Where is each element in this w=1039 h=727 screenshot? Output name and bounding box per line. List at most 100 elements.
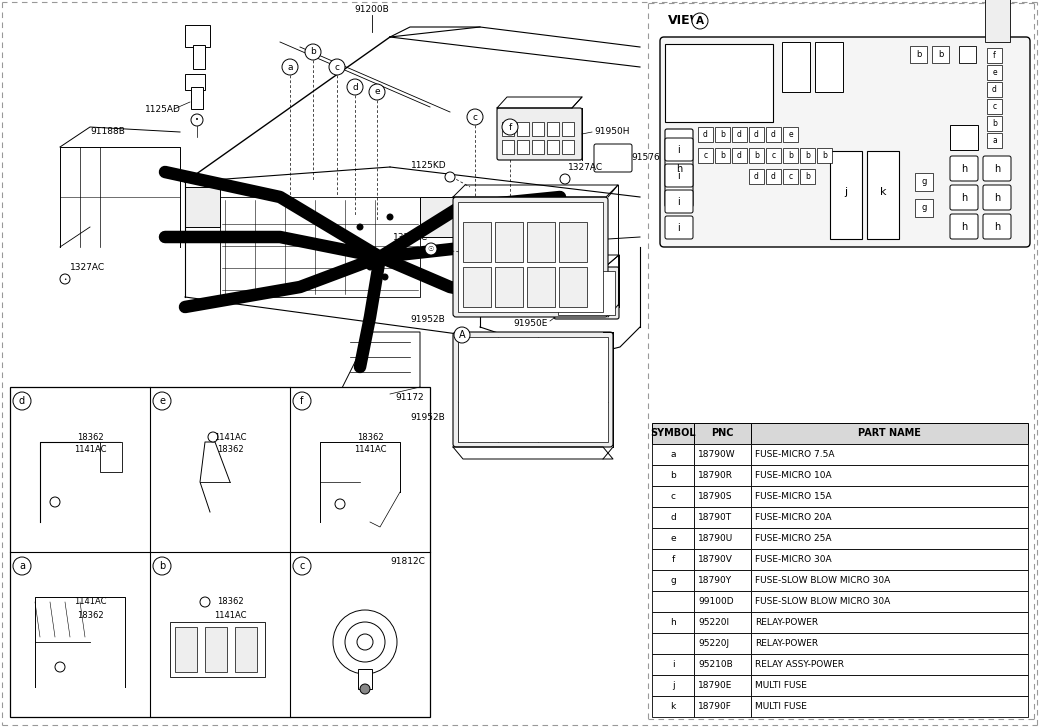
Text: SYMBOL: SYMBOL bbox=[650, 428, 696, 438]
Bar bbox=[694, 465, 751, 486]
Bar bbox=[652, 696, 694, 717]
Bar bbox=[652, 465, 694, 486]
Bar bbox=[532, 140, 544, 154]
Bar bbox=[652, 654, 694, 675]
Bar bbox=[694, 423, 751, 444]
Bar bbox=[910, 46, 927, 63]
Text: 91952B: 91952B bbox=[410, 412, 445, 422]
Text: VIEW: VIEW bbox=[668, 15, 704, 28]
Text: 1125KD: 1125KD bbox=[411, 161, 447, 169]
Bar bbox=[749, 127, 764, 142]
Circle shape bbox=[153, 392, 171, 410]
Bar bbox=[800, 148, 815, 163]
FancyBboxPatch shape bbox=[665, 216, 693, 239]
Circle shape bbox=[282, 59, 298, 75]
Text: i: i bbox=[677, 145, 681, 155]
Circle shape bbox=[60, 274, 70, 284]
FancyBboxPatch shape bbox=[950, 156, 978, 181]
Bar bbox=[715, 127, 730, 142]
Bar bbox=[815, 42, 843, 92]
Text: 18790S: 18790S bbox=[698, 492, 732, 501]
Bar bbox=[458, 337, 608, 442]
Bar bbox=[652, 591, 694, 612]
Text: 91950H: 91950H bbox=[594, 127, 630, 137]
Text: 18362: 18362 bbox=[217, 598, 243, 606]
Bar bbox=[193, 45, 205, 69]
FancyBboxPatch shape bbox=[983, 156, 1011, 181]
Circle shape bbox=[445, 172, 455, 182]
Bar bbox=[559, 267, 587, 307]
Circle shape bbox=[293, 557, 311, 575]
Text: a: a bbox=[992, 136, 996, 145]
Text: d: d bbox=[737, 151, 742, 160]
Circle shape bbox=[14, 557, 31, 575]
Bar bbox=[987, 82, 1002, 97]
Text: 91812C: 91812C bbox=[390, 558, 425, 566]
FancyBboxPatch shape bbox=[983, 185, 1011, 210]
Text: RELAY ASSY-POWER: RELAY ASSY-POWER bbox=[755, 660, 844, 669]
Bar bbox=[698, 148, 713, 163]
Bar bbox=[959, 46, 976, 63]
Circle shape bbox=[357, 224, 363, 230]
Bar bbox=[751, 570, 1028, 591]
Text: b: b bbox=[754, 151, 758, 160]
Text: i: i bbox=[677, 223, 681, 233]
Text: k: k bbox=[880, 187, 886, 197]
Text: 18790E: 18790E bbox=[698, 681, 732, 690]
Bar bbox=[502, 122, 514, 136]
Bar bbox=[185, 187, 220, 227]
Text: d: d bbox=[737, 130, 742, 139]
Bar bbox=[783, 169, 798, 184]
Bar bbox=[694, 675, 751, 696]
Circle shape bbox=[369, 84, 385, 100]
Bar bbox=[749, 148, 764, 163]
Text: 95220I: 95220I bbox=[698, 618, 729, 627]
Text: a: a bbox=[670, 450, 675, 459]
Text: b: b bbox=[159, 561, 165, 571]
Text: PNC: PNC bbox=[712, 428, 734, 438]
Bar bbox=[694, 633, 751, 654]
Text: 1327AC: 1327AC bbox=[70, 262, 105, 271]
Bar bbox=[987, 116, 1002, 131]
Text: e: e bbox=[789, 130, 793, 139]
Bar bbox=[652, 423, 694, 444]
Circle shape bbox=[347, 244, 353, 250]
Text: •: • bbox=[63, 276, 66, 281]
Text: h: h bbox=[676, 164, 683, 174]
Text: d: d bbox=[992, 85, 997, 94]
Bar bbox=[950, 125, 978, 150]
Bar bbox=[532, 122, 544, 136]
Text: 1327AC: 1327AC bbox=[393, 233, 428, 241]
Bar bbox=[527, 222, 555, 262]
Text: 18362: 18362 bbox=[77, 611, 103, 619]
Bar bbox=[191, 87, 203, 109]
Bar bbox=[987, 65, 1002, 80]
Bar bbox=[694, 570, 751, 591]
Bar bbox=[652, 633, 694, 654]
Text: d: d bbox=[670, 513, 676, 522]
FancyBboxPatch shape bbox=[950, 185, 978, 210]
Text: 91188B: 91188B bbox=[90, 126, 125, 135]
Text: FUSE-MICRO 15A: FUSE-MICRO 15A bbox=[755, 492, 831, 501]
Text: 18362: 18362 bbox=[77, 433, 103, 441]
Bar bbox=[766, 127, 781, 142]
Text: FUSE-SLOW BLOW MICRO 30A: FUSE-SLOW BLOW MICRO 30A bbox=[755, 576, 890, 585]
Bar bbox=[694, 591, 751, 612]
Text: A: A bbox=[458, 330, 465, 340]
Bar bbox=[652, 675, 694, 696]
Text: c: c bbox=[789, 172, 793, 181]
Bar bbox=[220, 197, 420, 297]
Bar bbox=[987, 133, 1002, 148]
Text: b: b bbox=[915, 50, 922, 59]
Bar bbox=[463, 222, 491, 262]
Text: b: b bbox=[805, 151, 810, 160]
FancyBboxPatch shape bbox=[594, 144, 632, 172]
Bar bbox=[783, 148, 798, 163]
Text: 99100D: 99100D bbox=[698, 597, 734, 606]
Circle shape bbox=[50, 497, 60, 507]
Bar bbox=[915, 199, 933, 217]
Bar bbox=[495, 267, 523, 307]
Bar bbox=[985, 0, 1010, 42]
Circle shape bbox=[347, 79, 363, 95]
Text: d: d bbox=[19, 396, 25, 406]
